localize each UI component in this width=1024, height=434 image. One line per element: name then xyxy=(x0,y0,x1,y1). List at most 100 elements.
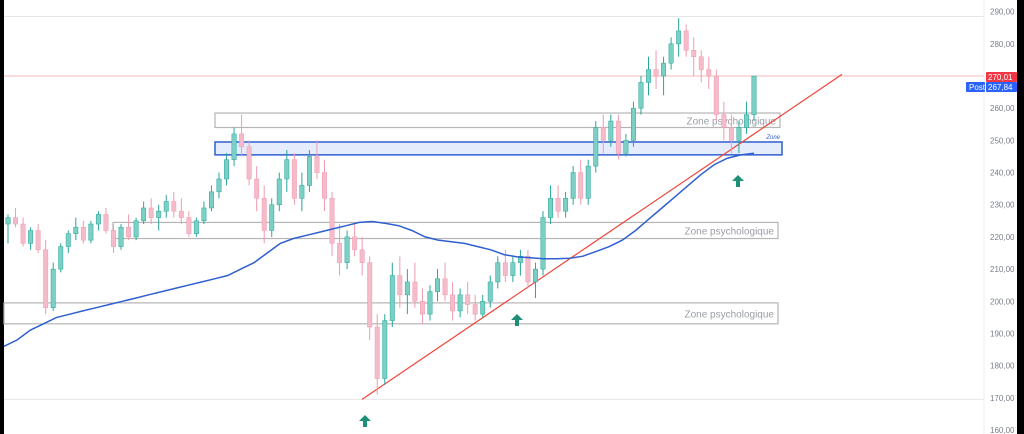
up-arrow-icon xyxy=(732,175,744,187)
candle-body xyxy=(13,217,18,225)
candle-body xyxy=(367,262,373,328)
candle-body xyxy=(736,127,742,141)
candle-body xyxy=(435,278,440,292)
candle-body xyxy=(404,281,410,296)
candle-body xyxy=(171,201,177,212)
candle-body xyxy=(306,156,312,186)
y-tick-label: 220,00 xyxy=(990,233,1015,242)
trendline xyxy=(361,73,843,400)
candle-body xyxy=(359,249,365,263)
candle-body xyxy=(698,56,704,70)
candle-body xyxy=(43,249,49,308)
y-tick-label: 240,00 xyxy=(990,169,1015,178)
candle-body xyxy=(570,172,576,199)
candle-body xyxy=(412,281,418,302)
zone-box xyxy=(214,112,781,129)
candle-body xyxy=(103,214,109,231)
candle-body xyxy=(65,233,71,247)
candle-body xyxy=(525,255,531,283)
candle-body xyxy=(35,230,41,251)
price-badge xyxy=(986,82,1017,92)
candle-body xyxy=(638,82,644,109)
candle-body xyxy=(163,201,169,212)
candle-body xyxy=(465,294,471,305)
up-arrow-icon xyxy=(359,415,371,427)
candle-body xyxy=(593,127,599,167)
candle-body xyxy=(600,127,606,141)
candle-body xyxy=(216,178,222,193)
candle-body xyxy=(224,159,229,180)
candle-body xyxy=(555,198,561,212)
price-badge xyxy=(986,72,1017,82)
candle-body xyxy=(231,133,237,160)
candle-body xyxy=(111,230,116,247)
candle-body xyxy=(329,198,335,244)
zone-label: Zone psychologique xyxy=(684,226,774,237)
candle-body xyxy=(510,262,516,276)
candle-body xyxy=(95,214,101,225)
candle-body xyxy=(487,281,493,302)
candle-body xyxy=(5,217,11,225)
right-border xyxy=(1017,0,1024,434)
candle-body xyxy=(646,69,651,83)
y-tick-label: 190,00 xyxy=(990,329,1015,338)
candle-body xyxy=(20,223,26,244)
plot-area xyxy=(4,0,1017,434)
candle-body xyxy=(299,185,305,199)
candle-body xyxy=(480,301,486,315)
candle-body xyxy=(419,301,425,315)
candle-body xyxy=(450,294,456,312)
candle-body xyxy=(239,133,245,148)
candle-body xyxy=(352,236,358,251)
candle-body xyxy=(427,291,433,315)
candle-body xyxy=(291,159,297,199)
candle-body xyxy=(668,43,674,64)
badge-tag xyxy=(966,82,985,92)
candle-body xyxy=(495,262,501,283)
candle-body xyxy=(314,156,320,173)
candle-body xyxy=(661,62,667,77)
candle-body xyxy=(284,159,290,180)
price-badge-value: 270,01 xyxy=(988,73,1013,82)
candle-body xyxy=(744,114,749,128)
candle-body xyxy=(608,120,614,141)
candle-body xyxy=(73,227,79,234)
candle-body xyxy=(344,236,350,263)
candle-body xyxy=(276,178,282,205)
candle-body xyxy=(548,198,553,218)
candle-body xyxy=(337,243,343,263)
candle-body xyxy=(728,127,734,141)
candle-body xyxy=(442,278,448,296)
candle-body xyxy=(706,69,712,77)
candle-body xyxy=(676,30,682,45)
candle-body xyxy=(374,326,380,379)
y-tick-label: 230,00 xyxy=(990,201,1015,210)
y-tick-label: 180,00 xyxy=(990,362,1015,371)
candle-body xyxy=(148,207,154,218)
candle-body xyxy=(397,275,403,296)
candle-body xyxy=(472,304,478,315)
candle-body xyxy=(88,223,94,241)
y-tick-label: 280,00 xyxy=(990,40,1015,49)
price-badge-value: 267,84 xyxy=(988,83,1013,92)
candle-body xyxy=(502,262,508,276)
candle-body xyxy=(540,217,546,270)
y-tick-label: 290,00 xyxy=(990,8,1015,17)
candle-body xyxy=(585,165,591,199)
candle-body xyxy=(118,227,124,247)
zone-box xyxy=(214,141,783,156)
candle-body xyxy=(209,191,214,209)
candle-body xyxy=(623,140,629,154)
badge-tag-label: Post xyxy=(969,83,986,92)
candle-body xyxy=(269,204,275,231)
up-arrow-icon xyxy=(511,314,523,326)
candle-body xyxy=(683,30,689,51)
candle-body xyxy=(615,120,621,154)
candle-body xyxy=(133,220,139,238)
zone-label: Zone xyxy=(765,135,780,141)
candle-body xyxy=(653,69,659,77)
candle-body xyxy=(563,198,569,212)
candle-body xyxy=(178,210,184,218)
